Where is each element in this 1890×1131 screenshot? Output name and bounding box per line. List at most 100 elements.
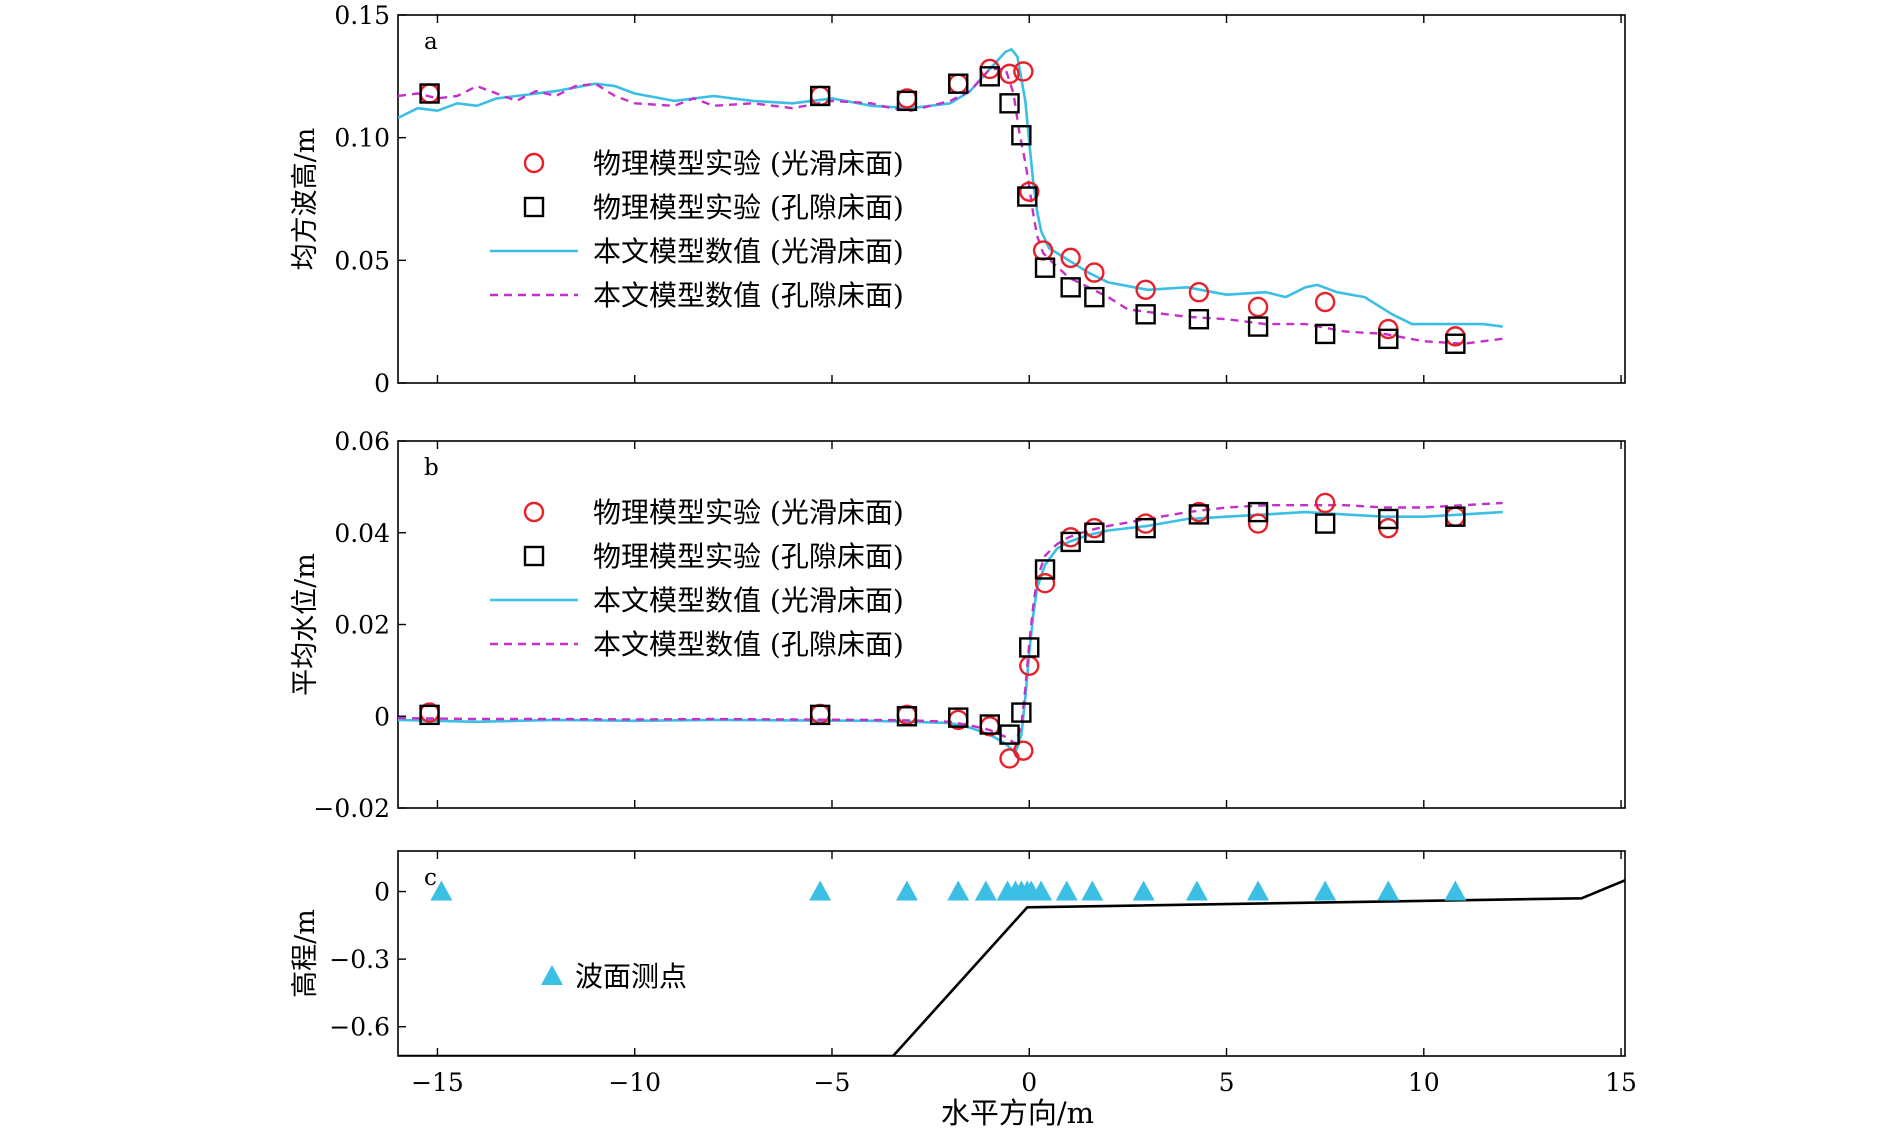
square-marker: [948, 73, 969, 94]
square-marker: [1034, 257, 1056, 278]
legend-entry: 波面测点: [575, 960, 687, 993]
square-marker: [999, 724, 1020, 745]
square-marker: [419, 83, 440, 104]
y-tick-label: −0.3: [329, 945, 390, 974]
panel-letter: b: [424, 455, 439, 481]
legend-entry: 本文模型数值 (孔隙床面): [593, 628, 904, 661]
x-tick-label: 15: [1605, 1068, 1637, 1097]
circle-marker: [1188, 282, 1210, 303]
triangle-marker: [947, 880, 970, 901]
legend-entry: 本文模型数值 (光滑床面): [593, 584, 904, 617]
x-tick-label: −15: [411, 1068, 464, 1097]
square-marker: [1445, 333, 1466, 354]
legend-entry: 物理模型实验 (孔隙床面): [593, 191, 904, 224]
legend: 波面测点: [541, 960, 687, 993]
legend: 物理模型实验 (光滑床面) 物理模型实验 (孔隙床面) 本文模型数值 (光滑床面) 本…: [490, 147, 904, 312]
x-tick-label: 0: [1021, 1068, 1037, 1097]
legend-entry: 本文模型数值 (孔隙床面): [593, 279, 904, 312]
triangle-marker: [1055, 880, 1078, 901]
triangle-marker: [1377, 880, 1400, 901]
x-tick-label: 10: [1408, 1068, 1440, 1097]
circle-marker: [809, 85, 831, 107]
circle-marker: [1247, 513, 1269, 534]
legend-marker-swatch: [523, 501, 545, 523]
square-marker: [1011, 702, 1032, 723]
triangle-marker: [1247, 880, 1270, 901]
legend: 物理模型实验 (光滑床面) 物理模型实验 (孔隙床面) 本文模型数值 (光滑床面) 本…: [490, 496, 904, 661]
circle-marker: [999, 748, 1020, 769]
data-layer: [398, 879, 1625, 1056]
series-line: [398, 501, 1503, 745]
square-marker: [1060, 531, 1081, 553]
plot-frame: [397, 440, 1626, 809]
square-marker: [1011, 125, 1032, 146]
triangle-marker: [974, 880, 997, 901]
square-marker: [1188, 309, 1210, 330]
y-tick-label: 0.02: [334, 611, 390, 640]
circle-marker: [419, 83, 440, 104]
square-marker: [1084, 522, 1105, 543]
triangle-marker: [1132, 880, 1155, 901]
y-tick-label: −0.6: [329, 1013, 390, 1042]
legend-entry: 物理模型实验 (光滑床面): [593, 496, 904, 529]
circle-marker: [1135, 279, 1156, 300]
triangle-marker: [1444, 880, 1467, 901]
triangle-marker: [1314, 880, 1337, 901]
y-tick-label: 0.04: [334, 519, 390, 548]
square-marker: [1314, 323, 1336, 345]
bed-profile-line: [398, 879, 1625, 1056]
circle-marker: [1013, 61, 1034, 82]
square-marker: [1017, 186, 1038, 207]
circle-marker: [1034, 573, 1056, 594]
square-marker: [809, 704, 831, 726]
circle-marker: [1019, 181, 1040, 202]
square-marker: [1135, 517, 1156, 539]
circle-marker: [1445, 506, 1466, 527]
square-marker: [809, 85, 831, 107]
y-tick-label: 0.10: [334, 124, 390, 153]
square-marker: [1378, 328, 1399, 350]
square-marker: [419, 704, 440, 726]
triangle-marker: [1081, 880, 1104, 901]
y-tick-label: 0: [374, 878, 390, 907]
circle-marker: [1135, 513, 1156, 534]
square-marker: [1314, 513, 1336, 534]
legend-entry: 本文模型数值 (光滑床面): [593, 235, 904, 268]
x-tick-label: −5: [814, 1068, 851, 1097]
y-tick-label: 0.05: [334, 246, 390, 275]
square-marker: [999, 93, 1020, 114]
legend-marker-swatch: [541, 965, 563, 985]
circle-marker: [1314, 492, 1336, 514]
y-tick-label: 0.06: [334, 427, 390, 456]
legend-entry: 物理模型实验 (光滑床面): [593, 147, 904, 180]
circle-marker: [1084, 262, 1105, 283]
circle-marker: [1013, 740, 1034, 761]
series-line: [398, 67, 1503, 345]
triangle-marker: [430, 880, 453, 901]
y-tick-label: 0.15: [334, 1, 390, 30]
triangle-marker: [809, 880, 832, 901]
circle-marker: [1247, 296, 1269, 318]
square-marker: [1188, 504, 1210, 525]
square-marker: [948, 707, 969, 728]
triangle-marker: [1030, 880, 1053, 901]
square-marker: [1378, 508, 1399, 530]
square-marker: [979, 66, 1001, 87]
y-axis-label: 平均水位/m: [290, 553, 321, 696]
y-axis-label: 均方波高/m: [290, 128, 321, 271]
panel-letter: c: [424, 865, 437, 891]
circle-marker: [999, 63, 1020, 85]
square-marker: [1060, 277, 1081, 298]
plot-frame: [397, 850, 1626, 1057]
legend-marker-swatch: [523, 545, 545, 567]
y-tick-label: 0: [374, 369, 390, 398]
data-layer: [398, 47, 1503, 354]
data-layer: [398, 492, 1503, 769]
panel-c: −0.6 −0.3 0 −15 −10 −5 0 5 10 15 高程/m 水平方向/m c 波面测点: [290, 850, 1637, 1130]
square-marker: [1034, 559, 1056, 580]
legend-marker-swatch: [523, 152, 545, 174]
y-axis-label: 高程/m: [290, 909, 321, 998]
